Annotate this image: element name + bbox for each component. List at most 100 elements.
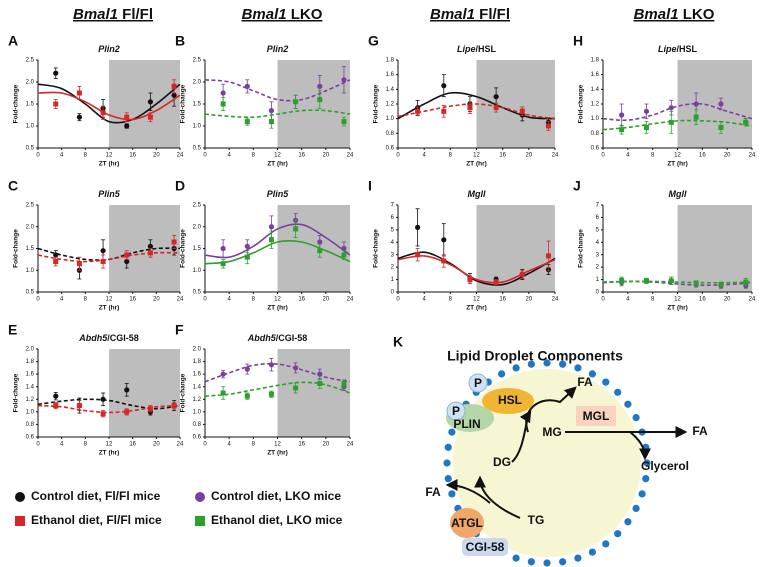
y-tick-label: 2.5 (26, 203, 35, 209)
data-point (668, 119, 674, 125)
panel: F Abdh5/CGI-58 0 4 8 12 16 20 24 0.6 0.8 1.0 1.2 1.4 1… (175, 322, 354, 457)
genotype: LKO (287, 6, 323, 23)
x-axis-label: ZT (hr) (99, 305, 120, 312)
surface-dot (614, 388, 622, 396)
gene-name: Abdh5 (78, 333, 108, 343)
surface-dot (574, 554, 582, 562)
x-tick-label: 8 (84, 297, 88, 303)
x-tick-label: 4 (422, 297, 426, 303)
data-point (76, 90, 82, 96)
y-tick-label: 1.6 (591, 72, 600, 78)
y-tick-label: 0.8 (591, 131, 600, 137)
data-point (268, 224, 275, 230)
x-tick-label: 8 (84, 153, 88, 159)
data-point (317, 371, 323, 377)
node-label: Glycerol (641, 459, 689, 473)
x-tick-label: 16 (298, 153, 305, 159)
data-point (493, 279, 499, 285)
fit-curve (37, 251, 181, 263)
x-tick-label: 20 (153, 442, 160, 448)
panel-title: Plin5 (267, 189, 290, 199)
y-tick-label: 1.8 (193, 359, 202, 365)
y-tick-label: 0.8 (26, 422, 35, 428)
surface-dot (638, 490, 646, 498)
data-point (341, 381, 347, 387)
panel-letter: B (175, 33, 185, 49)
data-point (220, 90, 226, 96)
panel-letter: G (368, 33, 379, 49)
x-tick-label: 12 (106, 153, 113, 159)
y-tick-label: 0.6 (386, 146, 395, 152)
y-tick-label: 1.4 (193, 384, 202, 390)
genotype: Fl/Fl (475, 6, 510, 23)
x-tick-label: 20 (724, 297, 731, 303)
shaded-dark-phase (277, 205, 350, 292)
data-point (317, 248, 323, 254)
panel-title: Mgll (468, 189, 486, 199)
data-point (220, 245, 226, 252)
data-point (415, 252, 421, 258)
fit-curve (37, 83, 181, 124)
gene-name: Plin2 (267, 44, 289, 54)
y-tick-label: 1.4 (26, 384, 35, 390)
data-point (53, 259, 59, 265)
data-point (619, 112, 625, 118)
y-tick-label: 7 (596, 203, 600, 209)
atgl-shape (450, 508, 484, 538)
fit-curve (37, 91, 181, 121)
data-point (643, 124, 649, 130)
legend-label: Control diet, Fl/Fl mice (31, 489, 161, 503)
y-tick-label: 2.5 (26, 58, 35, 64)
panel-title: Abdh5/CGI-58 (78, 333, 139, 343)
data-point (317, 381, 323, 387)
x-tick-label: 0 (36, 442, 40, 448)
cgi58-shape (462, 538, 508, 556)
node-label: HSL (498, 393, 522, 407)
fit-curve (204, 362, 351, 383)
legend-label: Control diet, LKO mice (211, 489, 341, 503)
data-point (467, 277, 473, 283)
gene: Bmal1 (242, 6, 287, 23)
data-point (124, 123, 130, 129)
panel-letter: D (175, 178, 185, 194)
shaded-dark-phase (677, 205, 752, 292)
data-point (693, 280, 699, 286)
data-point (244, 254, 250, 260)
x-tick-label: 12 (674, 153, 681, 159)
x-tick-label: 16 (298, 297, 305, 303)
x-tick-label: 8 (252, 297, 256, 303)
x-tick-label: 16 (129, 297, 136, 303)
panel-letter: J (573, 178, 581, 194)
data-point (743, 119, 749, 125)
panel-title: Plin5 (98, 189, 121, 199)
data-point (341, 77, 347, 83)
arrow (511, 409, 532, 463)
y-tick-label: 1.0 (386, 116, 395, 122)
gene-name: Mgll (468, 189, 486, 199)
surface-dot (602, 540, 610, 548)
fit-curve (204, 109, 351, 119)
panel: E Abdh5/CGI-58 0 4 8 12 16 20 24 0.6 0.8 1.0 1.2 1.4 1… (8, 322, 184, 457)
x-tick-label: 0 (601, 297, 605, 303)
y-tick-label: 0.5 (193, 290, 202, 296)
y-tick-label: 2.0 (193, 80, 202, 86)
x-axis-label: ZT (hr) (466, 161, 487, 168)
x-tick-label: 24 (177, 442, 184, 448)
data-point (53, 252, 59, 258)
fit-curve (37, 398, 181, 410)
surface-dot (624, 518, 632, 526)
panel: D Plin5 0 4 8 12 16 20 24 0.5 1.0 1.5 2.0 2.5 ZT (hr) F… (175, 178, 354, 312)
panel-letter: A (8, 33, 18, 49)
data-point (124, 258, 130, 265)
mgl-box (576, 406, 616, 426)
x-tick-label: 8 (449, 297, 453, 303)
x-tick-label: 4 (626, 297, 630, 303)
legend-marker (15, 492, 25, 502)
x-tick-label: 8 (252, 442, 256, 448)
x-tick-label: 0 (203, 153, 207, 159)
x-tick-label: 0 (36, 297, 40, 303)
x-tick-label: 4 (626, 153, 630, 159)
surface-dot (624, 400, 632, 408)
node-label: MGL (583, 409, 610, 423)
x-tick-label: 24 (749, 297, 756, 303)
